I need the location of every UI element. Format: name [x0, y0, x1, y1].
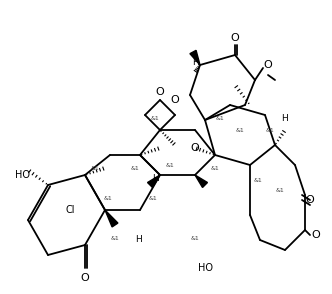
Text: &1: &1	[91, 166, 99, 171]
Text: H: H	[192, 58, 199, 66]
Text: &1: &1	[104, 196, 112, 201]
Text: H: H	[152, 173, 158, 183]
Text: &1: &1	[254, 178, 262, 183]
Text: HO: HO	[15, 170, 30, 180]
Text: O: O	[81, 273, 89, 283]
Text: &1: &1	[151, 116, 159, 121]
Text: &1: &1	[276, 188, 285, 193]
Text: O: O	[191, 143, 200, 153]
Text: O: O	[306, 195, 314, 205]
Polygon shape	[195, 175, 208, 188]
Text: HO: HO	[198, 263, 212, 273]
Text: &1: &1	[111, 235, 120, 240]
Text: &1: &1	[130, 166, 139, 171]
Text: &1: &1	[210, 166, 219, 171]
Text: &1: &1	[149, 196, 157, 201]
Text: &1: &1	[236, 128, 244, 133]
Text: &1: &1	[266, 128, 274, 133]
Text: &1: &1	[215, 116, 224, 121]
Text: Cl: Cl	[65, 205, 75, 215]
Polygon shape	[105, 210, 118, 227]
Text: &1: &1	[166, 163, 174, 168]
Text: O: O	[231, 33, 239, 43]
Text: H: H	[134, 235, 141, 245]
Text: O: O	[156, 87, 164, 97]
Text: O: O	[171, 95, 179, 105]
Text: O: O	[264, 60, 272, 70]
Polygon shape	[190, 50, 200, 65]
Text: H: H	[282, 113, 289, 123]
Text: O: O	[312, 230, 320, 240]
Polygon shape	[147, 175, 160, 188]
Text: &1: &1	[191, 235, 200, 240]
